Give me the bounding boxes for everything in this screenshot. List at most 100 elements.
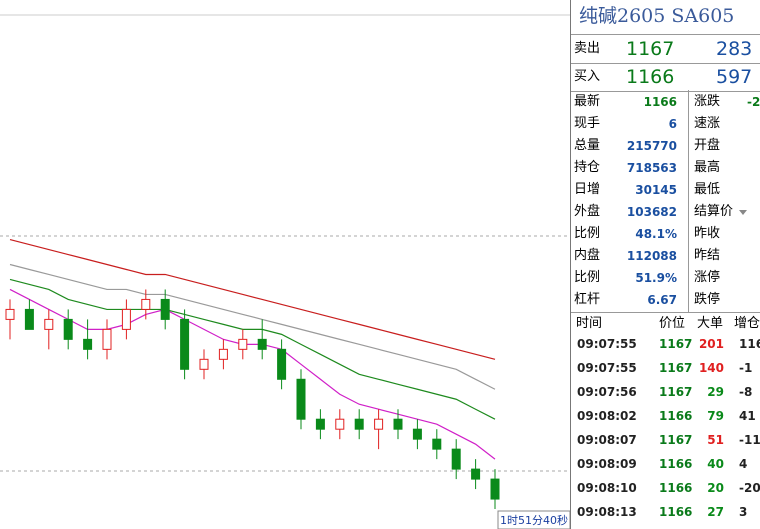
tick-price: 1166	[659, 457, 693, 471]
ma-line	[9, 278, 496, 420]
vline	[688, 90, 689, 312]
tick-change: -1	[739, 361, 753, 375]
stat-value: 112088	[626, 249, 677, 263]
order-label: 卖出	[574, 41, 601, 56]
tick-price: 1167	[659, 337, 693, 351]
tick-size: 140	[698, 361, 724, 375]
tick-change: 3	[739, 505, 748, 519]
tick-price: 1167	[659, 361, 693, 375]
stat-value: 215770	[626, 139, 677, 153]
stat-value: 30145	[635, 183, 677, 197]
stat-value: 6.67	[647, 293, 677, 307]
tick-time: 09:07:55	[577, 337, 637, 351]
stat-label: 外盘	[574, 204, 601, 219]
hline	[571, 91, 760, 92]
candle-body	[451, 448, 461, 470]
candle-body	[238, 338, 248, 350]
tick-size: 40	[707, 457, 724, 471]
ma-line	[9, 288, 496, 460]
tick-header: 时间	[576, 316, 603, 331]
ma-line	[9, 238, 496, 360]
candle-body	[5, 308, 15, 320]
tick-size: 27	[707, 505, 724, 519]
candle-body	[490, 478, 500, 500]
tick-change: -8	[739, 385, 753, 399]
stat-label: 日增	[574, 182, 601, 197]
stat-label: 内盘	[574, 248, 601, 263]
candle-body	[374, 418, 384, 430]
candle-body	[412, 428, 422, 440]
stat-label: 最低	[694, 182, 721, 197]
stat-label: 比例	[574, 270, 601, 285]
tick-header: 大单	[697, 316, 724, 331]
quote-panel: 纯碱2605 SA605 卖出 1167 283 买入 1166 597 最新 1166 涨跌 -…	[570, 0, 760, 529]
tick-size: 79	[707, 409, 724, 423]
time-label: 1时51分40秒	[500, 513, 568, 527]
candle-body	[83, 338, 93, 350]
candle-body	[257, 338, 267, 350]
stat-label: 比例	[574, 226, 601, 241]
candle-body	[277, 348, 287, 380]
tick-size: 29	[707, 385, 724, 399]
candle-body	[393, 418, 403, 430]
tick-size: 20	[707, 481, 724, 495]
dropdown-arrow	[739, 210, 747, 219]
tick-time: 09:08:02	[577, 409, 637, 423]
tick-price: 1167	[659, 433, 693, 447]
stat-label: 结算价	[694, 204, 734, 219]
order-volume: 283	[716, 38, 753, 60]
tick-time: 09:08:09	[577, 457, 637, 471]
candle-body	[63, 318, 73, 340]
candle-body	[335, 418, 345, 430]
order-volume: 597	[716, 66, 753, 88]
candle-body	[218, 348, 228, 360]
stat-label: 涨跌	[694, 94, 721, 109]
tick-time: 09:08:10	[577, 481, 637, 495]
candle-body	[102, 328, 112, 350]
stat-label: 杠杆	[574, 292, 601, 307]
candle-body	[24, 308, 34, 330]
stat-value: 103682	[626, 205, 677, 219]
tick-header: 价位	[659, 316, 686, 331]
stat-label: 速涨	[694, 116, 721, 131]
ma-line	[9, 263, 496, 390]
tick-change: 41	[739, 409, 756, 423]
tick-price: 1166	[659, 481, 693, 495]
tick-size: 201	[698, 337, 724, 351]
candle-body	[471, 468, 481, 480]
candle-body	[432, 438, 442, 450]
candle-body	[199, 358, 209, 370]
tick-header: 增仓	[734, 316, 760, 331]
stat-label: 昨结	[694, 248, 721, 263]
order-label: 买入	[574, 69, 601, 84]
stat-label: 现手	[574, 116, 601, 131]
hline	[571, 63, 760, 64]
tick-price: 1166	[659, 409, 693, 423]
tick-size: 51	[707, 433, 724, 447]
candle-body	[141, 298, 151, 310]
candle-body	[44, 318, 54, 330]
hline	[571, 34, 760, 35]
stat-value: 48.1%	[635, 227, 677, 241]
stat-value: -20	[747, 95, 760, 109]
stat-value: 1166	[643, 95, 677, 109]
tick-time: 09:07:56	[577, 385, 637, 399]
order-price: 1167	[626, 38, 675, 60]
stat-value: 51.9%	[635, 271, 677, 285]
candle-body	[121, 308, 131, 330]
tick-change: -20	[739, 481, 760, 495]
stat-label: 昨收	[694, 226, 721, 241]
stat-label: 跌停	[694, 292, 721, 307]
tick-change: 116	[739, 337, 760, 351]
tick-price: 1166	[659, 505, 693, 519]
stat-value: 718563	[626, 161, 677, 175]
stat-label: 最新	[574, 94, 601, 109]
kline-chart: 1时51分40秒	[0, 14, 570, 529]
tick-change: -11	[739, 433, 760, 447]
stat-label: 总量	[574, 138, 601, 153]
hline	[571, 312, 760, 313]
stat-label: 涨停	[694, 270, 721, 285]
candle-body	[160, 298, 170, 320]
tick-price: 1167	[659, 385, 693, 399]
